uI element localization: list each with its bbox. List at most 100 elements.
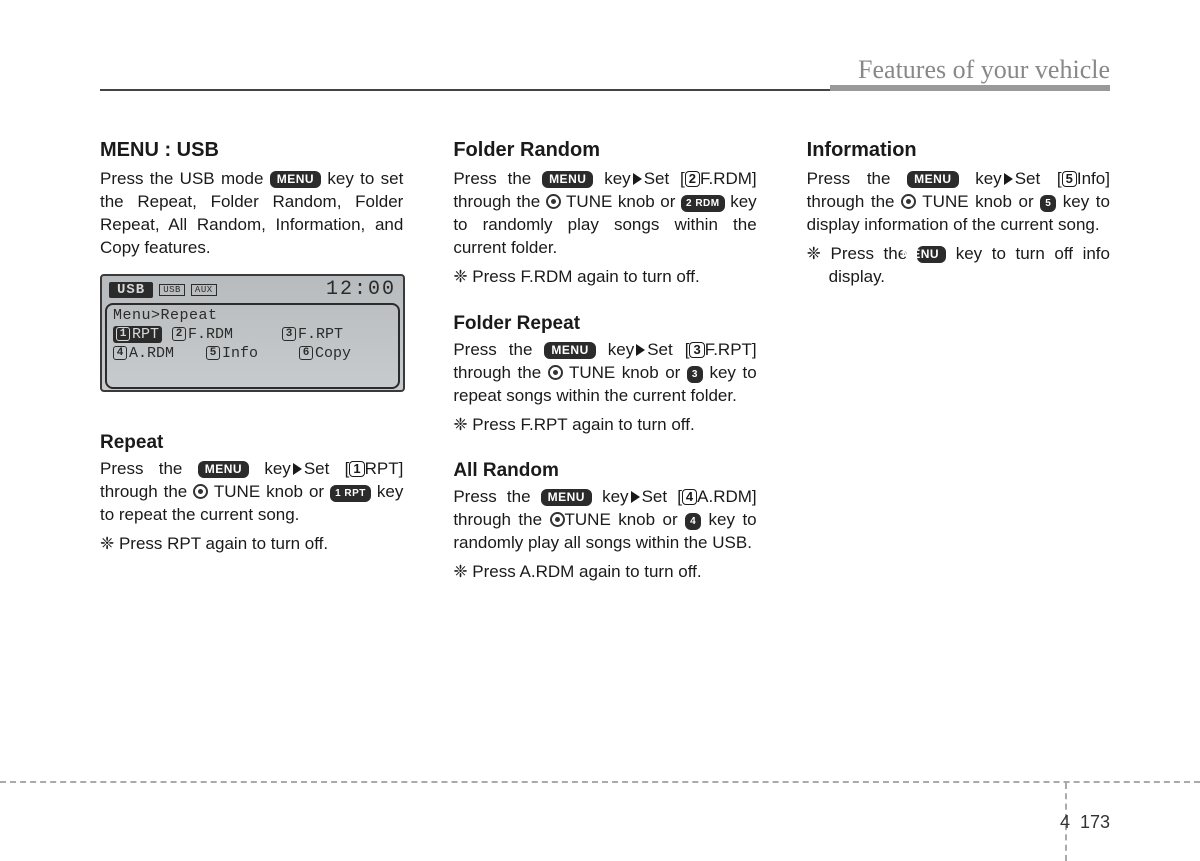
lcd-label: F.RDM [188, 326, 233, 343]
text: Press the [453, 487, 540, 506]
information-body: Press the MENU keySet [5Info] through th… [807, 168, 1110, 237]
section-number: 4 [1060, 812, 1070, 833]
lcd-row-2: 4A.RDM 5Info 6Copy [113, 345, 392, 362]
page-header-title: Features of your vehicle [848, 55, 1110, 85]
column-2: Folder Random Press the MENU keySet [2F.… [453, 139, 756, 584]
text: TUNE knob or [563, 363, 687, 382]
lcd-item-frpt: 3F.RPT [282, 326, 392, 343]
lcd-clock: 12:00 [326, 278, 396, 301]
page-number: 4 173 [1060, 812, 1110, 833]
text: Press the [100, 459, 198, 478]
repeat-note: ❈ Press RPT again to turn off. [100, 533, 403, 556]
lcd-item-copy: 6Copy [299, 345, 392, 362]
lcd-num: 2 [172, 327, 186, 341]
lcd-aux-icon: AUX [191, 284, 217, 296]
menu-key-badge: MENU [544, 342, 595, 359]
folder-repeat-note: ❈ Press F.RPT again to turn off. [453, 414, 756, 437]
lcd-item-frdm: 2F.RDM [172, 326, 282, 343]
lcd-num: 6 [299, 346, 313, 360]
all-random-note: ❈ Press A.RDM again to turn off. [453, 561, 756, 584]
content-columns: MENU : USB Press the USB mode MENU key t… [100, 139, 1110, 584]
text: TUNE knob or [561, 192, 681, 211]
text: Set [ [644, 169, 685, 188]
triangle-right-icon [631, 491, 640, 503]
tune-knob-icon [901, 194, 916, 209]
triangle-right-icon [633, 173, 642, 185]
preset-4-badge: 4 [685, 513, 701, 530]
text: ❈ Press the [807, 244, 917, 263]
lcd-top-bar: USB USB AUX 12:00 [105, 279, 400, 301]
header-rule: Features of your vehicle [100, 55, 1110, 91]
lcd-display: USB USB AUX 12:00 Menu>Repeat 1RPT 2F.RD… [100, 274, 405, 392]
lcd-row-1: 1RPT 2F.RDM 3F.RPT [113, 326, 392, 343]
text: Set [ [304, 459, 350, 478]
column-3: Information Press the MENU keySet [5Info… [807, 139, 1110, 584]
tune-knob-icon [550, 512, 565, 527]
text: Set [ [647, 340, 689, 359]
preset-3-badge: 3 [687, 366, 703, 383]
lcd-num: 5 [206, 346, 220, 360]
folder-random-note: ❈ Press F.RDM again to turn off. [453, 266, 756, 289]
folder-repeat-title: Folder Repeat [453, 313, 756, 335]
text: Set [ [1015, 169, 1062, 188]
repeat-title: Repeat [100, 432, 403, 454]
text: key [596, 340, 634, 359]
lcd-menu-title: Menu>Repeat [113, 307, 392, 324]
triangle-right-icon [1004, 173, 1013, 185]
preset-2-rdm-badge: 2 RDM [681, 195, 725, 212]
lcd-num: 1 [116, 327, 130, 341]
text: key [959, 169, 1002, 188]
all-random-title: All Random [453, 460, 756, 482]
menu-key-badge: MENU [907, 171, 958, 188]
preset-5-badge: 5 [1040, 195, 1056, 212]
lcd-label: Info [222, 345, 258, 362]
text: Set [ [642, 487, 682, 506]
lcd-label: RPT [132, 326, 159, 343]
menu-key-badge: MENU [542, 171, 593, 188]
menu-key-badge: MENU [270, 171, 321, 188]
menu-key-badge: MENU [198, 461, 249, 478]
column-1: MENU : USB Press the USB mode MENU key t… [100, 139, 403, 584]
circled-1: 1 [349, 461, 364, 477]
triangle-right-icon [293, 463, 302, 475]
circled-4: 4 [682, 489, 697, 505]
lcd-label: A.RDM [129, 345, 174, 362]
footer-dashed-line [0, 781, 1200, 783]
lcd-item-info: 5Info [206, 345, 299, 362]
page-num: 173 [1080, 812, 1110, 833]
lcd-num: 3 [282, 327, 296, 341]
tune-knob-icon [546, 194, 561, 209]
lcd-item-ardm: 4A.RDM [113, 345, 206, 362]
lcd-num: 4 [113, 346, 127, 360]
repeat-body: Press the MENU keySet [1RPT] through the… [100, 458, 403, 527]
menu-usb-title: MENU : USB [100, 139, 403, 162]
triangle-right-icon [636, 344, 645, 356]
text: key [593, 169, 630, 188]
text: Press the [807, 169, 908, 188]
preset-1-rpt-badge: 1 RPT [330, 485, 371, 502]
all-random-body: Press the MENU keySet [4A.RDM] through t… [453, 486, 756, 555]
folder-random-title: Folder Random [453, 139, 756, 162]
menu-usb-intro: Press the USB mode MENU key to set the R… [100, 168, 403, 260]
tune-knob-icon [548, 365, 563, 380]
menu-key-badge: MENU [917, 246, 946, 263]
folder-random-body: Press the MENU keySet [2F.RDM] through t… [453, 168, 756, 260]
text: key [249, 459, 291, 478]
circled-3: 3 [689, 342, 704, 358]
lcd-usb-icon: USB [159, 284, 185, 296]
lcd-label: Copy [315, 345, 351, 362]
information-note: ❈ Press the MENU key to turn off info di… [807, 243, 1110, 289]
circled-5: 5 [1062, 171, 1077, 187]
header-accent [830, 85, 1110, 91]
lcd-item-rpt: 1RPT [113, 326, 162, 343]
text: key [592, 487, 629, 506]
text: TUNE knob or [208, 482, 330, 501]
lcd-label: F.RPT [298, 326, 343, 343]
text: TUNE knob or [916, 192, 1040, 211]
text: TUNE knob or [565, 510, 686, 529]
tune-knob-icon [193, 484, 208, 499]
folder-repeat-body: Press the MENU keySet [3F.RPT] through t… [453, 339, 756, 408]
text: Press the USB mode [100, 169, 270, 188]
lcd-mode-tab: USB [109, 282, 153, 298]
menu-key-badge: MENU [541, 489, 592, 506]
